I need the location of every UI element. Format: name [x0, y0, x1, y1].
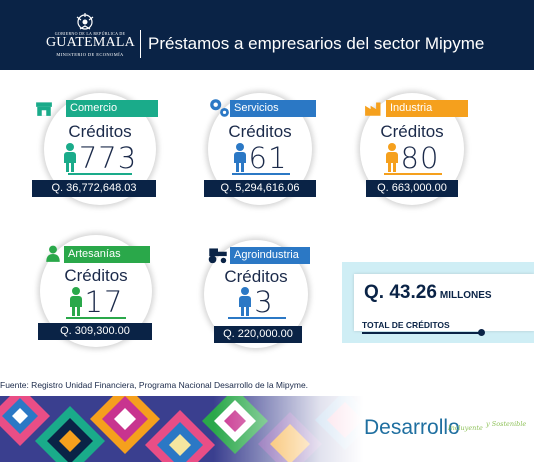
amount-badge: Q. 663,000.00 — [366, 180, 458, 197]
credits-label: Créditos — [64, 266, 128, 285]
sector-name: Agroindustria — [234, 249, 299, 261]
count-underline — [66, 317, 126, 319]
brand-wordmark: Desarrollo — [364, 416, 460, 439]
header-divider — [140, 30, 141, 58]
amount-badge: Q. 220,000.00 — [214, 326, 302, 343]
sector-card-artesanias: Artesanías Créditos 17 Q. 309,300.00 — [38, 235, 152, 347]
store-icon — [36, 102, 52, 116]
sector-name: Servicios — [234, 102, 279, 114]
pattern-fade — [0, 396, 534, 462]
credits-label: Créditos — [228, 122, 292, 141]
sector-name: Artesanías — [68, 248, 121, 260]
count-row: 17 — [40, 285, 152, 319]
brand-tagline-1: Incluyente — [448, 424, 483, 432]
total-inner-card — [354, 274, 534, 331]
credit-count: 773 — [78, 141, 138, 175]
total-unit: MILLONES — [439, 290, 492, 301]
count-row: 80 — [360, 141, 464, 175]
total-panel: Q. 43.26 MILLONES — [342, 262, 534, 343]
credit-count: 61 — [248, 141, 288, 175]
count-underline — [228, 317, 286, 319]
total-label: TOTAL DE CRÉDITOS — [362, 320, 450, 330]
sector-tag: Artesanías — [64, 246, 150, 263]
amount-badge: Q. 5,294,616.06 — [204, 180, 316, 197]
credits-label: Créditos — [68, 122, 132, 141]
coat-of-arms-icon — [76, 13, 94, 30]
credit-count: 80 — [400, 141, 440, 175]
header-bar: GOBIERNO DE LA REPÚBLICA DE GUATEMALA MI… — [0, 0, 534, 70]
sector-tag: Agroindustria — [230, 247, 310, 264]
sector-card-servicios: Servicios Créditos 61 Q. 5,294,616.06 — [204, 93, 316, 205]
gears-icon — [210, 99, 229, 117]
total-underline-dot — [478, 329, 485, 336]
tractor-icon — [208, 248, 227, 264]
credit-count: 3 — [254, 285, 274, 319]
credits-label: Créditos — [380, 122, 444, 141]
person-icon — [238, 287, 252, 317]
count-row: 3 — [204, 285, 308, 319]
sector-name: Comercio — [70, 102, 118, 114]
count-underline — [384, 173, 442, 175]
count-underline — [232, 173, 290, 175]
sector-tag: Industria — [386, 100, 468, 117]
amount-badge: Q. 309,300.00 — [38, 323, 152, 340]
sector-tag: Servicios — [230, 100, 316, 117]
page-title: Préstamos a empresarios del sector Mipym… — [148, 34, 485, 53]
person-icon — [63, 143, 77, 173]
brand-tagline-2: y Sostenible — [486, 420, 527, 428]
person-icon — [69, 287, 83, 317]
footer-banner: Desarrollo Incluyente y Sostenible — [0, 396, 534, 462]
sector-card-comercio: Comercio Créditos 773 Q. 36,772,648.03 — [32, 93, 158, 205]
government-small-text: GOBIERNO DE LA REPÚBLICA DE — [54, 31, 126, 36]
amount-badge: Q. 36,772,648.03 — [32, 180, 156, 197]
sector-tag: Comercio — [66, 100, 158, 117]
ministry-name: MINISTERIO DE ECONOMÍA — [56, 52, 124, 57]
count-row: 773 — [44, 141, 156, 175]
total-amount: Q. 43.26 — [364, 282, 437, 303]
artisan-icon — [46, 245, 60, 262]
person-icon — [385, 143, 399, 173]
credits-label: Créditos — [224, 267, 288, 286]
total-value: Q. 43.26 MILLONES — [364, 282, 492, 304]
sector-card-industria: Industria Créditos 80 Q. 663,000.00 — [360, 93, 468, 205]
sector-name: Industria — [390, 102, 433, 114]
credit-count: 17 — [84, 285, 124, 319]
country-name: GUATEMALA — [46, 35, 135, 50]
person-icon — [233, 143, 247, 173]
count-underline — [68, 173, 132, 175]
sector-card-agroindustria: Agroindustria Créditos 3 Q. 220,000.00 — [204, 240, 310, 352]
total-underline — [362, 332, 480, 334]
factory-icon — [365, 102, 381, 116]
source-note: Fuente: Registro Unidad Financiera, Prog… — [0, 380, 309, 390]
count-row: 61 — [208, 141, 312, 175]
